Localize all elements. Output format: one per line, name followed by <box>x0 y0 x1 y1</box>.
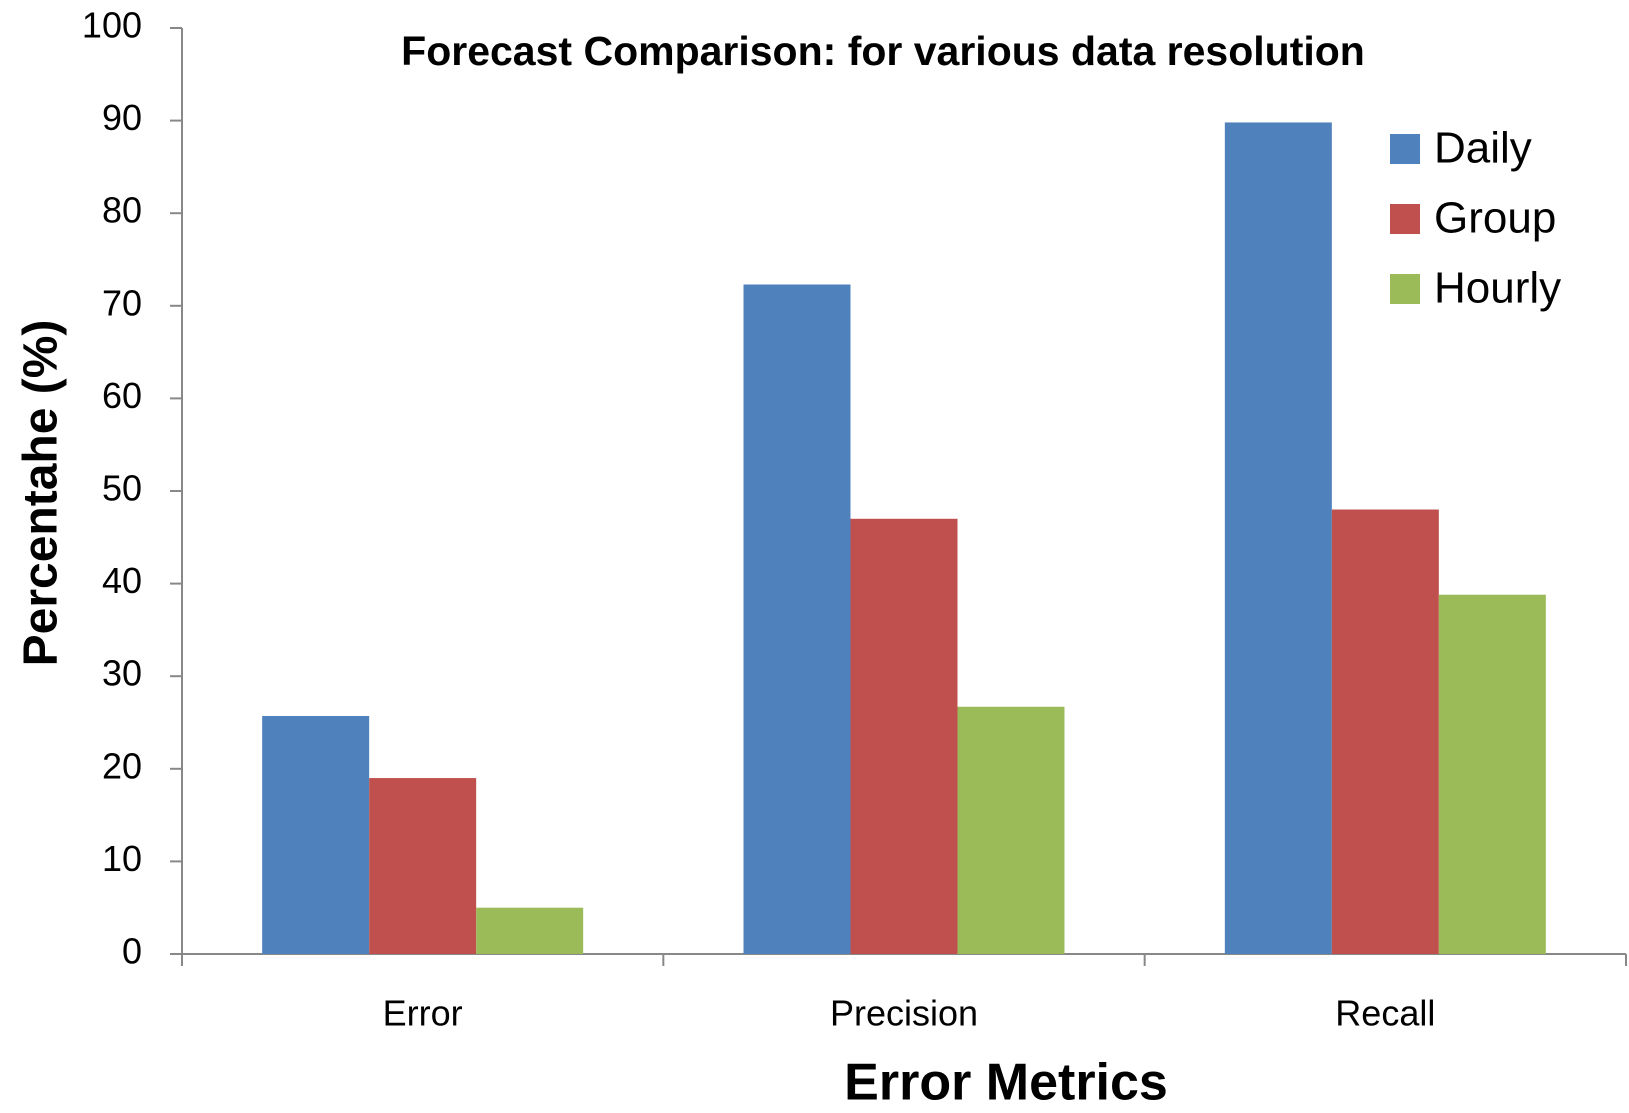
bar <box>743 284 851 954</box>
y-axis-label: Percentahe (%) <box>15 320 68 667</box>
y-tick-label: 20 <box>102 745 142 786</box>
bar <box>476 907 584 954</box>
y-tick-label: 90 <box>102 97 142 138</box>
x-axis-label: Error Metrics <box>844 1054 1168 1112</box>
y-tick-label: 80 <box>102 190 142 231</box>
bar <box>369 778 477 954</box>
bar <box>1224 122 1332 954</box>
bar <box>1438 594 1546 954</box>
legend-label: Hourly <box>1434 264 1561 313</box>
y-tick-label: 100 <box>82 5 142 46</box>
y-tick-label: 0 <box>122 931 142 972</box>
legend-label: Daily <box>1434 124 1532 173</box>
y-tick-label: 70 <box>102 282 142 323</box>
x-tick-label: Error <box>383 993 463 1034</box>
legend-swatch <box>1390 204 1420 234</box>
y-tick-label: 60 <box>102 375 142 416</box>
bar <box>262 716 370 954</box>
legend-swatch <box>1390 274 1420 304</box>
y-tick-label: 40 <box>102 560 142 601</box>
x-tick-label: Recall <box>1335 993 1435 1034</box>
bar <box>957 706 1065 954</box>
bar <box>1331 509 1439 954</box>
x-tick-label: Precision <box>830 993 978 1034</box>
y-tick-label: 10 <box>102 838 142 879</box>
y-tick-label: 30 <box>102 653 142 694</box>
y-tick-label: 50 <box>102 468 142 509</box>
bar <box>850 518 958 954</box>
legend-swatch <box>1390 134 1420 164</box>
chart-title: Forecast Comparison: for various data re… <box>401 28 1365 74</box>
legend-label: Group <box>1434 194 1556 243</box>
